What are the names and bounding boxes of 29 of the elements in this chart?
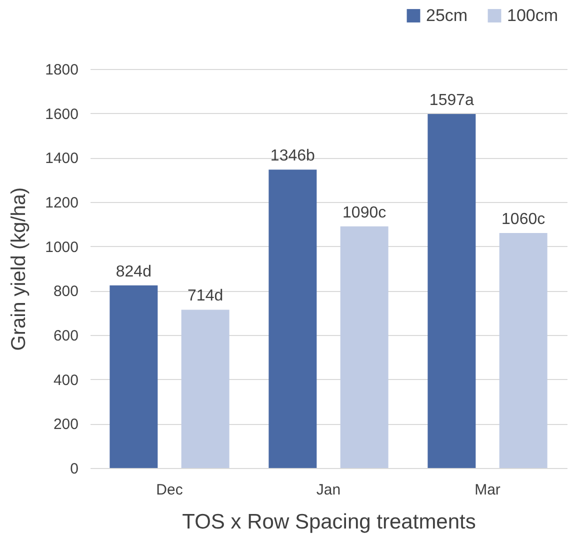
bar [499,233,548,468]
y-tick-label: 800 [53,283,78,300]
y-tick-label: 200 [53,416,78,434]
y-axis-title: Grain yield (kg/ha) [8,187,30,351]
y-tick-label: 0 [70,460,78,478]
x-tick-label: Dec [156,482,184,498]
data-label: 824d [116,263,152,280]
bar [428,114,476,468]
bar [340,226,388,468]
bar [110,285,158,468]
data-label: 1346b [270,148,316,165]
legend-label: 25cm [426,6,468,25]
x-axis-title: TOS x Row Spacing treatments [182,510,476,534]
y-tick-label: 1000 [45,238,78,256]
y-tick-label: 1600 [45,106,78,123]
legend-label: 100cm [507,6,558,25]
y-tick-label: 1400 [45,150,78,168]
x-tick-label: Mar [474,482,500,498]
y-tick-label: 400 [53,372,78,389]
data-label: 714d [188,288,224,305]
y-tick-label: 1800 [45,62,78,78]
bar [181,310,230,468]
bar [268,170,317,468]
y-tick-label: 1200 [45,194,78,212]
data-label: 1597a [429,92,474,109]
data-label: 1060c [502,211,546,228]
x-tick-label: Jan [316,482,341,498]
y-tick-label: 600 [53,328,78,344]
data-label: 1090c [342,204,386,222]
